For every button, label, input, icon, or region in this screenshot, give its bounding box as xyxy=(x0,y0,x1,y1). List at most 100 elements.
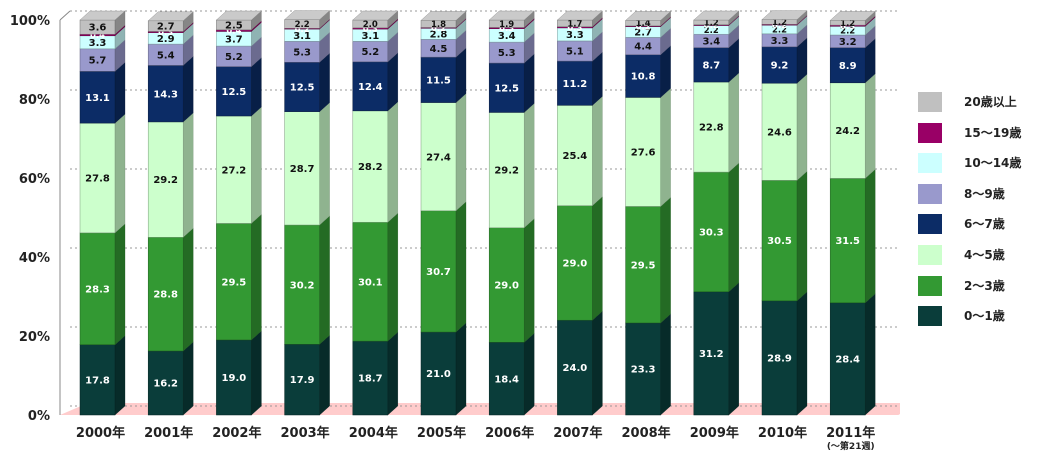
data-label: 1.2 xyxy=(704,18,719,28)
legend-label: 20歳以上 xyxy=(964,95,1017,109)
bar-segment xyxy=(488,227,525,343)
data-label: 30.5 xyxy=(767,236,792,247)
data-label: 14.3 xyxy=(153,89,178,100)
bar-segment-side xyxy=(865,169,876,304)
bar-segment-side xyxy=(387,212,398,342)
y-axis-top xyxy=(59,10,71,21)
bar-segment-side xyxy=(387,331,398,416)
bar-segment-side xyxy=(319,102,330,226)
data-label: 3.3 xyxy=(566,30,584,41)
bar-segment-side xyxy=(114,62,126,124)
bar-segment-side xyxy=(251,214,262,341)
data-label: 1.4 xyxy=(636,19,651,29)
legend-swatch xyxy=(918,306,942,327)
legend-item: 8〜9歳 xyxy=(918,183,1033,215)
data-label: 0.3 xyxy=(840,22,855,32)
bar-segment xyxy=(488,62,525,113)
bar-segment-side xyxy=(387,101,398,223)
data-label: 31.2 xyxy=(699,349,724,360)
data-label: 5.4 xyxy=(157,50,175,61)
bar-segment xyxy=(284,111,320,226)
bar-segment xyxy=(420,210,457,333)
bar-segment-side xyxy=(728,162,739,293)
data-label: 31.5 xyxy=(835,236,860,247)
bar-segment-side xyxy=(114,335,126,416)
data-label: 4.5 xyxy=(430,44,448,55)
data-label: 0.4 xyxy=(226,27,241,37)
bar-top xyxy=(625,11,672,21)
data-label: 28.9 xyxy=(767,354,792,365)
bar-segment xyxy=(79,122,116,234)
y-tick-label: 0% xyxy=(28,409,50,424)
bar-segment xyxy=(488,112,525,229)
x-tick-label: 2003年 xyxy=(281,425,330,441)
bar-segment xyxy=(761,180,798,302)
x-tick-label: 2007年 xyxy=(553,425,602,441)
legend-label: 4〜5歳 xyxy=(964,247,1005,262)
bar-segment-side xyxy=(455,201,467,333)
bar-top xyxy=(215,10,262,21)
bar-segment-side xyxy=(592,196,603,321)
legend-swatch xyxy=(918,275,942,296)
data-label: 30.7 xyxy=(426,267,451,278)
bar-segment xyxy=(79,71,116,124)
data-label: 18.7 xyxy=(358,374,383,385)
legend-swatch xyxy=(918,244,942,265)
bar-segment-side xyxy=(660,313,671,416)
bar-segment-side xyxy=(183,227,194,352)
legend-swatch xyxy=(918,153,942,174)
data-label: 2.9 xyxy=(157,34,175,45)
data-label: 8.9 xyxy=(839,61,857,72)
x-tick-label: 2004年 xyxy=(349,425,398,441)
data-label: 2.2 xyxy=(840,27,855,37)
bar-segment xyxy=(147,121,184,238)
data-label: 30.1 xyxy=(358,277,383,288)
bar-segment xyxy=(216,223,252,341)
data-label: 1.8 xyxy=(431,20,446,30)
data-label: 24.6 xyxy=(767,127,792,138)
bar-top xyxy=(488,10,535,21)
bar-segment xyxy=(420,331,457,416)
data-label: 27.2 xyxy=(222,165,247,176)
bar-segment-side xyxy=(319,52,330,112)
bar-segment-side xyxy=(728,72,739,173)
data-label: 28.3 xyxy=(85,284,110,295)
bar-segment-side xyxy=(592,310,603,416)
data-label: 29.2 xyxy=(153,175,178,186)
y-tick-label: 40% xyxy=(19,251,50,266)
legend-swatch xyxy=(918,183,942,204)
bar-segment-side xyxy=(319,334,330,416)
data-label: 0.3 xyxy=(567,23,582,33)
bar-segment-side xyxy=(865,293,876,416)
legend-swatch xyxy=(918,122,942,143)
legend-item: 10〜14歳 xyxy=(918,153,1033,184)
data-label: 2.5 xyxy=(225,21,243,32)
data-label: 21.0 xyxy=(426,369,451,380)
data-label: 8.7 xyxy=(702,60,720,71)
data-label: 29.0 xyxy=(494,281,519,292)
data-label: 29.5 xyxy=(631,260,656,271)
legend-item: 4〜5歳 xyxy=(918,244,1033,276)
bar-segment xyxy=(352,110,389,223)
legend-item: 2〜3歳 xyxy=(918,275,1033,307)
data-label: 0.2 xyxy=(636,22,651,32)
legend-label: 10〜14歳 xyxy=(964,156,1022,171)
x-tick-label: 2000年 xyxy=(76,425,125,441)
data-label: 9.2 xyxy=(771,61,789,72)
data-label: 29.5 xyxy=(222,277,247,288)
bar-segment xyxy=(216,66,252,117)
bar-segment-side xyxy=(183,56,194,123)
bar-segment-side xyxy=(524,218,535,343)
stacked-bar-chart: 0% 20% 40% 60% 80% 100% 17.8 28.3 27.8 13.1 5.7 3.3… xyxy=(10,10,900,451)
legend-swatch xyxy=(918,214,942,235)
bar-segment xyxy=(761,300,798,416)
bar-segment xyxy=(147,350,184,416)
bar-segment-side xyxy=(865,73,876,179)
data-label: 5.2 xyxy=(225,52,243,63)
bar-segment-side xyxy=(524,103,535,229)
x-tick-label: 2009年 xyxy=(690,425,739,441)
bar-top xyxy=(693,10,740,21)
data-label: 3.3 xyxy=(771,36,789,47)
data-label: 12.5 xyxy=(290,83,315,94)
data-label: 17.8 xyxy=(85,375,110,386)
